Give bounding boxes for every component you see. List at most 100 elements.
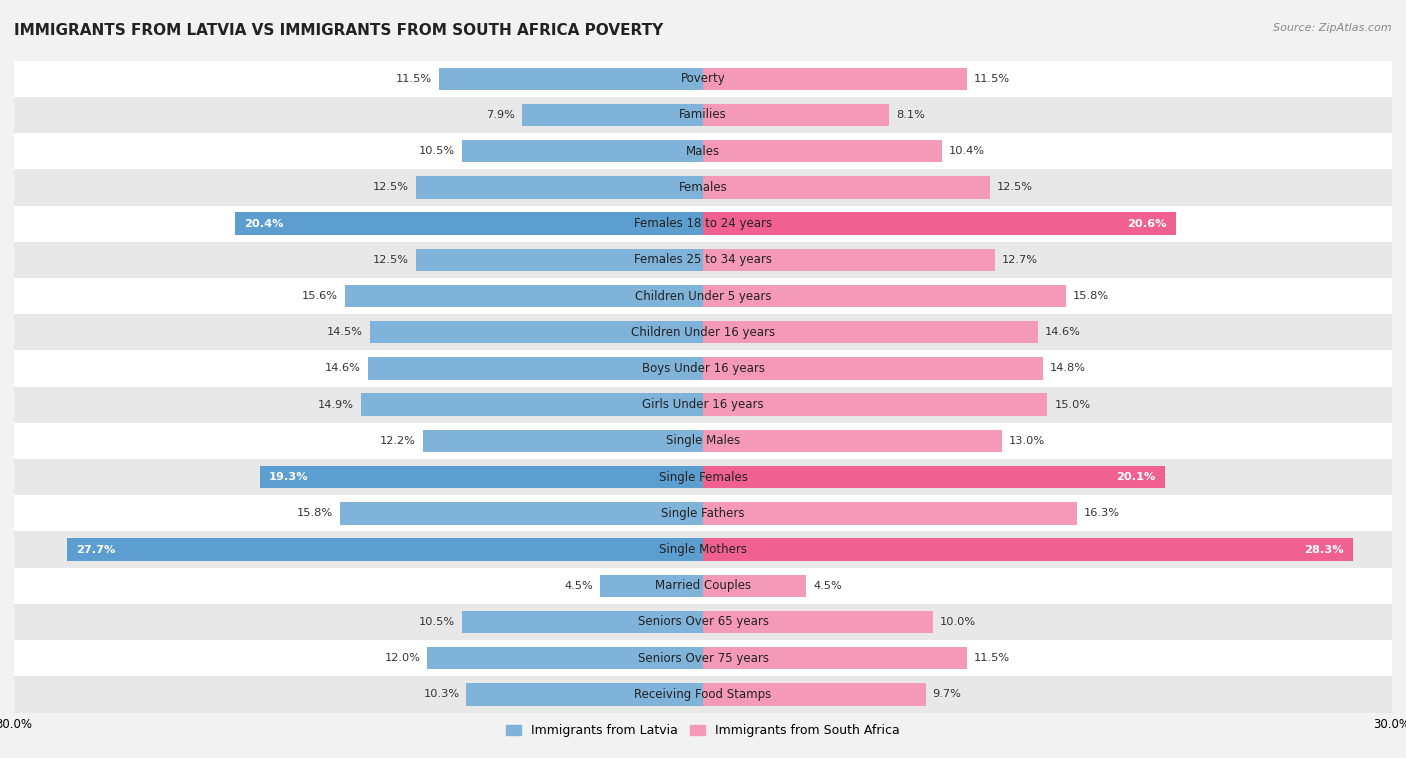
Bar: [14, 97, 1392, 133]
Text: Children Under 5 years: Children Under 5 years: [634, 290, 772, 302]
Text: 12.5%: 12.5%: [373, 255, 409, 265]
Bar: [703, 140, 942, 162]
Text: 14.6%: 14.6%: [1045, 327, 1081, 337]
Bar: [260, 466, 703, 488]
Bar: [14, 350, 1392, 387]
Bar: [703, 683, 925, 706]
Bar: [703, 285, 1066, 307]
Bar: [14, 495, 1392, 531]
Text: Receiving Food Stamps: Receiving Food Stamps: [634, 688, 772, 701]
Text: Males: Males: [686, 145, 720, 158]
Bar: [235, 212, 703, 235]
Bar: [461, 140, 703, 162]
Text: Seniors Over 75 years: Seniors Over 75 years: [637, 652, 769, 665]
Text: 11.5%: 11.5%: [974, 74, 1010, 83]
Bar: [703, 104, 889, 126]
Text: Single Mothers: Single Mothers: [659, 543, 747, 556]
Bar: [703, 249, 994, 271]
Bar: [14, 61, 1392, 97]
Bar: [344, 285, 703, 307]
Bar: [14, 531, 1392, 568]
Bar: [427, 647, 703, 669]
Text: 12.5%: 12.5%: [373, 183, 409, 193]
Bar: [14, 314, 1392, 350]
Text: 27.7%: 27.7%: [76, 544, 115, 555]
Bar: [14, 459, 1392, 495]
Bar: [14, 604, 1392, 640]
Text: 10.0%: 10.0%: [939, 617, 976, 627]
Bar: [703, 176, 990, 199]
Text: 12.5%: 12.5%: [997, 183, 1033, 193]
Bar: [368, 357, 703, 380]
Text: Girls Under 16 years: Girls Under 16 years: [643, 398, 763, 411]
Bar: [14, 387, 1392, 423]
Text: 4.5%: 4.5%: [564, 581, 593, 590]
Bar: [14, 423, 1392, 459]
Bar: [461, 611, 703, 633]
Bar: [599, 575, 703, 597]
Bar: [522, 104, 703, 126]
Bar: [416, 176, 703, 199]
Bar: [14, 242, 1392, 278]
Text: 20.1%: 20.1%: [1116, 472, 1156, 482]
Text: 14.9%: 14.9%: [318, 399, 354, 409]
Text: 20.6%: 20.6%: [1128, 218, 1167, 229]
Text: 15.8%: 15.8%: [1073, 291, 1109, 301]
Text: Poverty: Poverty: [681, 72, 725, 85]
Bar: [703, 321, 1038, 343]
Bar: [703, 212, 1175, 235]
Text: 28.3%: 28.3%: [1305, 544, 1344, 555]
Text: 15.8%: 15.8%: [297, 509, 333, 518]
Bar: [439, 67, 703, 90]
Text: Source: ZipAtlas.com: Source: ZipAtlas.com: [1274, 23, 1392, 33]
Text: 4.5%: 4.5%: [813, 581, 842, 590]
Text: 16.3%: 16.3%: [1084, 509, 1121, 518]
Bar: [703, 611, 932, 633]
Text: Single Fathers: Single Fathers: [661, 507, 745, 520]
Bar: [14, 278, 1392, 314]
Text: 14.6%: 14.6%: [325, 364, 361, 374]
Bar: [14, 205, 1392, 242]
Text: 14.8%: 14.8%: [1050, 364, 1085, 374]
Bar: [703, 647, 967, 669]
Text: 10.4%: 10.4%: [949, 146, 984, 156]
Text: Families: Families: [679, 108, 727, 121]
Text: 8.1%: 8.1%: [896, 110, 925, 120]
Text: Females 25 to 34 years: Females 25 to 34 years: [634, 253, 772, 266]
Bar: [416, 249, 703, 271]
Text: 9.7%: 9.7%: [932, 690, 962, 700]
Bar: [703, 67, 967, 90]
Text: Children Under 16 years: Children Under 16 years: [631, 326, 775, 339]
Bar: [67, 538, 703, 561]
Bar: [14, 676, 1392, 713]
Text: Single Females: Single Females: [658, 471, 748, 484]
Text: Married Couples: Married Couples: [655, 579, 751, 592]
Text: 14.5%: 14.5%: [328, 327, 363, 337]
Text: 15.6%: 15.6%: [302, 291, 337, 301]
Text: 11.5%: 11.5%: [396, 74, 432, 83]
Bar: [703, 466, 1164, 488]
Text: 12.0%: 12.0%: [384, 653, 420, 663]
Text: Females: Females: [679, 181, 727, 194]
Text: 10.5%: 10.5%: [419, 617, 456, 627]
Bar: [14, 640, 1392, 676]
Text: 7.9%: 7.9%: [486, 110, 515, 120]
Text: 20.4%: 20.4%: [243, 218, 283, 229]
Bar: [370, 321, 703, 343]
Bar: [703, 575, 807, 597]
Bar: [361, 393, 703, 416]
Text: 12.7%: 12.7%: [1001, 255, 1038, 265]
Bar: [703, 538, 1353, 561]
Bar: [703, 393, 1047, 416]
Text: 19.3%: 19.3%: [269, 472, 308, 482]
Text: IMMIGRANTS FROM LATVIA VS IMMIGRANTS FROM SOUTH AFRICA POVERTY: IMMIGRANTS FROM LATVIA VS IMMIGRANTS FRO…: [14, 23, 664, 38]
Text: 11.5%: 11.5%: [974, 653, 1010, 663]
Text: 10.3%: 10.3%: [423, 690, 460, 700]
Bar: [703, 502, 1077, 525]
Text: Boys Under 16 years: Boys Under 16 years: [641, 362, 765, 375]
Bar: [703, 357, 1043, 380]
Bar: [467, 683, 703, 706]
Text: Seniors Over 65 years: Seniors Over 65 years: [637, 615, 769, 628]
Bar: [14, 133, 1392, 169]
Legend: Immigrants from Latvia, Immigrants from South Africa: Immigrants from Latvia, Immigrants from …: [501, 719, 905, 742]
